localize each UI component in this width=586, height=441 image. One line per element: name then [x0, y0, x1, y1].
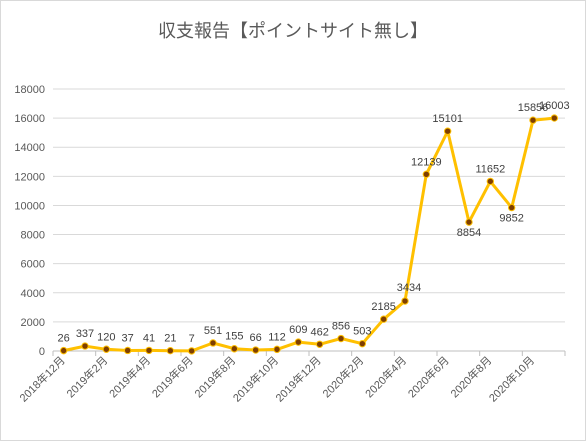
- x-tick-label: 2019年2月: [63, 353, 110, 400]
- data-label: 15856: [518, 102, 549, 114]
- data-point: [294, 338, 303, 346]
- data-point: [102, 345, 111, 353]
- data-point: [230, 345, 239, 353]
- chart-title: 収支報告【ポイントサイト無し】: [158, 21, 428, 42]
- data-point: [187, 347, 196, 355]
- data-point: [315, 340, 324, 348]
- data-point: [358, 339, 367, 348]
- data-label: 21: [164, 333, 176, 345]
- data-point: [251, 346, 260, 354]
- y-tick-label: 4000: [21, 288, 45, 300]
- data-label: 15101: [432, 113, 463, 125]
- data-label: 37: [122, 332, 134, 344]
- y-tick-label: 6000: [21, 259, 45, 271]
- data-label: 337: [76, 328, 94, 340]
- data-label: 26: [58, 333, 70, 345]
- y-tick-label: 12000: [14, 171, 45, 183]
- data-points: [59, 114, 559, 355]
- data-point: [379, 315, 388, 323]
- data-label: 503: [353, 326, 371, 338]
- x-tick-label: 2020年4月: [362, 353, 409, 400]
- data-point: [443, 127, 452, 135]
- data-point: [422, 170, 431, 179]
- data-point: [465, 218, 473, 226]
- x-tick-label: 2019年6月: [149, 353, 196, 400]
- y-tick-label: 18000: [14, 84, 45, 96]
- data-label: 41: [143, 332, 155, 344]
- data-label: 120: [97, 331, 115, 343]
- y-tick-label: 2000: [21, 317, 45, 329]
- gridlines: [53, 88, 565, 352]
- data-label: 11652: [475, 163, 505, 175]
- y-tick-label: 16000: [14, 113, 45, 125]
- data-label: 12139: [411, 156, 442, 168]
- data-point: [145, 346, 153, 355]
- data-label: 462: [310, 326, 328, 338]
- data-point: [507, 203, 516, 212]
- data-label: 856: [332, 321, 350, 333]
- data-point: [401, 297, 409, 305]
- data-point: [273, 345, 281, 354]
- data-label: 112: [268, 331, 286, 343]
- data-point: [123, 346, 132, 355]
- x-tick-label: 2018年12月: [16, 353, 67, 404]
- data-point: [59, 346, 68, 355]
- x-tick-label: 2019年8月: [191, 353, 238, 400]
- data-point: [550, 114, 559, 122]
- data-label: 66: [250, 332, 262, 344]
- x-tick-label: 2020年10月: [486, 353, 537, 404]
- data-label: 609: [289, 324, 307, 336]
- x-tick-label: 2020年8月: [447, 353, 494, 400]
- data-point: [529, 116, 537, 124]
- data-point: [486, 177, 495, 186]
- data-label: 8854: [457, 227, 481, 239]
- data-point: [337, 334, 345, 343]
- x-tick-label: 2020年6月: [405, 353, 452, 400]
- y-tick-label: 0: [39, 346, 45, 358]
- data-point: [166, 346, 175, 355]
- y-tick-label: 8000: [21, 230, 45, 242]
- data-label: 9852: [499, 213, 523, 225]
- x-tick-label: 2019年4月: [106, 353, 153, 400]
- data-label: 16003: [539, 100, 570, 112]
- x-tick-label: 2019年12月: [272, 353, 323, 404]
- y-axis-ticks: 0 2000 4000 6000 8000 10000 12000 14000 16000 180…: [14, 84, 45, 358]
- data-point: [81, 342, 89, 350]
- y-tick-label: 14000: [14, 142, 45, 154]
- data-label: 551: [204, 325, 222, 337]
- data-label: 2185: [371, 301, 395, 313]
- data-label: 155: [225, 331, 243, 343]
- data-label: 3434: [397, 282, 421, 294]
- data-point: [209, 339, 217, 347]
- data-label: 7: [189, 333, 195, 345]
- x-tick-label: 2020年2月: [319, 353, 366, 400]
- y-tick-label: 10000: [14, 200, 45, 212]
